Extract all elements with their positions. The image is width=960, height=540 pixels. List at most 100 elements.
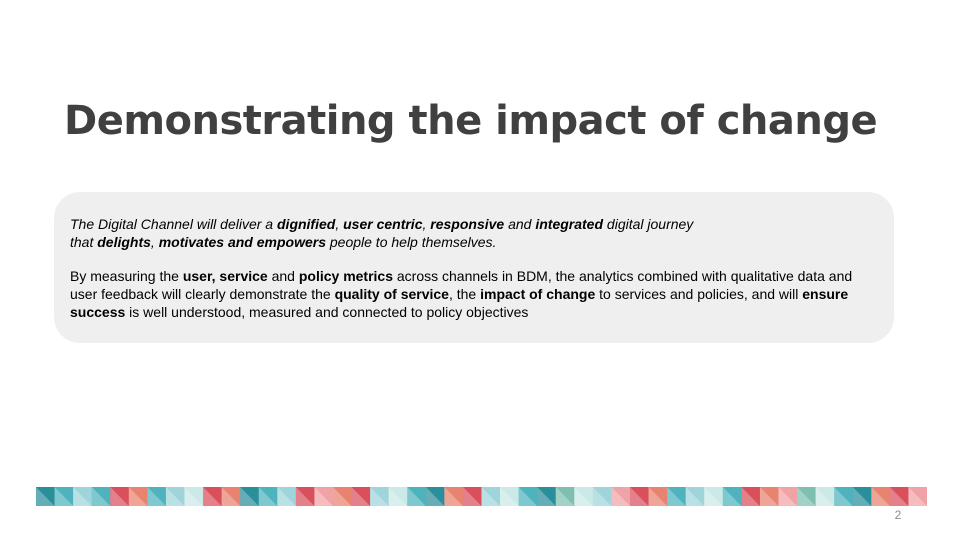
band-cell xyxy=(889,487,909,506)
band-triangle xyxy=(128,487,148,506)
band-triangle xyxy=(351,487,371,506)
band-triangle xyxy=(240,487,259,506)
band-cell xyxy=(407,487,427,506)
band-cell xyxy=(611,487,631,506)
band-triangle xyxy=(908,487,927,506)
band-cell xyxy=(277,487,297,506)
band-triangle xyxy=(444,487,463,506)
band-cell xyxy=(203,487,223,506)
band-cell xyxy=(630,487,649,506)
band-cell xyxy=(778,487,798,506)
band-cell xyxy=(258,487,278,506)
band-cell xyxy=(667,487,687,506)
band-triangle xyxy=(574,487,593,506)
band-cell xyxy=(462,487,482,506)
band-cell xyxy=(240,487,260,506)
band-triangle xyxy=(685,487,705,506)
band-cell xyxy=(370,487,390,506)
band-cell xyxy=(36,487,55,506)
band-triangle xyxy=(295,487,315,506)
band-cell xyxy=(518,487,538,506)
page-number: 2 xyxy=(894,508,902,522)
band-cell xyxy=(184,487,204,506)
band-triangle xyxy=(221,487,241,506)
band-triangle xyxy=(165,487,185,506)
band-cell xyxy=(333,487,352,506)
band-triangle xyxy=(759,487,779,506)
band-triangle xyxy=(370,487,389,506)
band-triangle xyxy=(333,487,352,506)
band-cell xyxy=(592,487,612,506)
band-cell xyxy=(221,487,241,506)
band-cell xyxy=(500,487,520,506)
band-cell xyxy=(574,487,594,506)
band-triangle xyxy=(889,487,909,506)
band-cell xyxy=(165,487,185,506)
band-triangle xyxy=(741,487,760,506)
band-triangle xyxy=(500,487,519,506)
band-triangle xyxy=(648,487,668,506)
band-triangle xyxy=(871,487,890,506)
band-triangle xyxy=(537,487,556,506)
band-cell xyxy=(314,487,334,506)
band-cell xyxy=(295,487,315,506)
band-cell xyxy=(685,487,705,506)
band-cell xyxy=(797,487,817,506)
band-triangle xyxy=(481,487,501,506)
band-cell xyxy=(537,487,557,506)
band-triangle xyxy=(592,487,612,506)
band-cell xyxy=(54,487,74,506)
band-cell xyxy=(110,487,130,506)
band-cell xyxy=(73,487,93,506)
band-triangle xyxy=(778,487,798,506)
band-triangle xyxy=(147,487,166,506)
band-triangle xyxy=(258,487,278,506)
band-triangle xyxy=(852,487,872,506)
band-cell xyxy=(759,487,779,506)
band-cell xyxy=(704,487,724,506)
band-triangle xyxy=(704,487,723,506)
band-triangle xyxy=(834,487,853,506)
band-cell xyxy=(351,487,371,506)
band-cell xyxy=(852,487,872,506)
band-triangle xyxy=(722,487,742,506)
band-triangle xyxy=(667,487,686,506)
band-cell xyxy=(128,487,148,506)
band-cell xyxy=(908,487,927,506)
band-cell xyxy=(722,487,742,506)
band-triangle xyxy=(73,487,92,506)
band-triangle xyxy=(184,487,204,506)
band-triangle xyxy=(203,487,222,506)
vision-statement: The Digital Channel will deliver a digni… xyxy=(70,216,694,250)
band-cell xyxy=(834,487,854,506)
band-triangle xyxy=(555,487,575,506)
band-cell xyxy=(815,487,835,506)
band-cell xyxy=(444,487,464,506)
band-triangle xyxy=(91,487,111,506)
band-triangle xyxy=(36,487,55,506)
band-triangle xyxy=(388,487,408,506)
band-triangle xyxy=(110,487,129,506)
band-triangle xyxy=(797,487,816,506)
band-cell xyxy=(425,487,445,506)
band-cell xyxy=(91,487,111,506)
band-cell xyxy=(555,487,575,506)
band-triangle xyxy=(54,487,74,506)
band-triangle xyxy=(277,487,296,506)
content-card: The Digital Channel will deliver a digni… xyxy=(54,192,894,343)
band-cell xyxy=(741,487,761,506)
band-triangle xyxy=(314,487,333,506)
band-triangle xyxy=(407,487,426,506)
band-cell xyxy=(147,487,167,506)
band-triangle xyxy=(518,487,538,506)
band-cell xyxy=(388,487,408,506)
band-triangle xyxy=(462,487,482,506)
band-triangle xyxy=(630,487,649,506)
slide-title: Demonstrating the impact of change xyxy=(64,98,878,144)
band-cell xyxy=(481,487,501,506)
measurement-statement: By measuring the user, service and polic… xyxy=(70,268,853,320)
decorative-triangle-band xyxy=(36,487,927,506)
band-cell xyxy=(871,487,891,506)
band-cell xyxy=(648,487,668,506)
